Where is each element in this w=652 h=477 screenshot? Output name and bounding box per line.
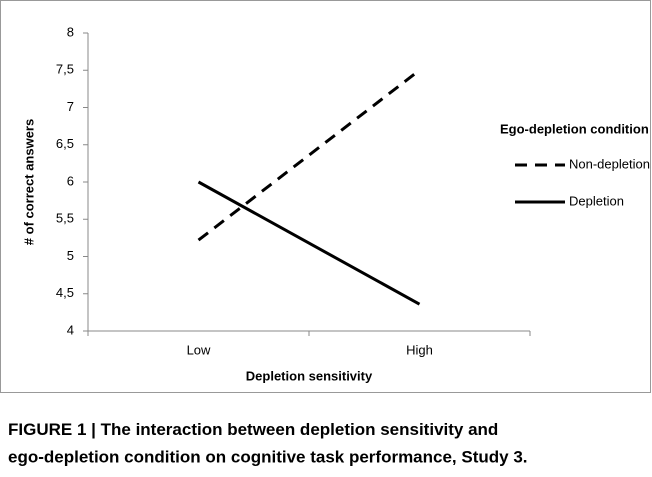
- caption-line: The interaction between depletion sensit…: [101, 420, 499, 439]
- chart-frame: [0, 0, 651, 393]
- y-tick-label: 7: [67, 99, 74, 114]
- legend-label: Non-depletion: [569, 156, 650, 171]
- x-tick-label: Low: [187, 342, 211, 357]
- y-tick-label: 6: [67, 173, 74, 188]
- y-tick-label: 7,5: [56, 62, 74, 77]
- series-line: [197, 69, 421, 242]
- x-axis-title: Depletion sensitivity: [246, 368, 373, 383]
- series-line: [197, 180, 421, 306]
- y-tick-label: 4,5: [56, 285, 74, 300]
- y-axis-title: # of correct answers: [21, 119, 36, 245]
- y-tick-label: 6,5: [56, 136, 74, 151]
- caption-label: FIGURE 1 |: [8, 420, 96, 439]
- y-tick-label: 4: [67, 322, 74, 337]
- caption-line: ego-depletion condition on cognitive tas…: [8, 447, 528, 466]
- legend-title: Ego-depletion condition: [500, 121, 649, 136]
- legend-label: Depletion: [569, 193, 624, 208]
- y-tick-label: 5,5: [56, 211, 74, 226]
- caption: FIGURE 1 | The interaction between deple…: [8, 420, 498, 439]
- x-tick-label: High: [406, 342, 433, 357]
- y-tick-label: 5: [67, 248, 74, 263]
- y-tick-label: 8: [67, 24, 74, 39]
